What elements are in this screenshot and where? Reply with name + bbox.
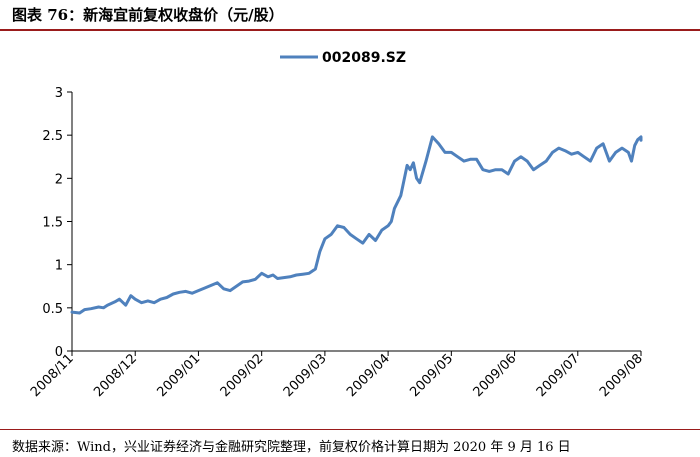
x-tick-label: 2009/07 (534, 351, 583, 400)
y-tick-label: 3 (55, 86, 63, 101)
x-tick-label: 2009/01 (154, 351, 203, 400)
y-tick-label: 0 (55, 345, 63, 360)
x-tick-label: 2008/12 (91, 351, 140, 400)
legend: 002089.SZ (280, 50, 406, 66)
y-tick-label: 1 (55, 259, 63, 274)
x-tick-label: 2008/11 (28, 351, 77, 400)
y-tick-label: 2 (55, 172, 63, 187)
x-tick-label: 2009/03 (281, 351, 330, 400)
source-note: 数据来源：Wind，兴业证券经济与金融研究院整理，前复权价格计算日期为 2020… (12, 440, 571, 455)
y-tick-label: 0.5 (42, 302, 63, 317)
series-line-002089-sz (70, 135, 643, 315)
x-tick-label: 2009/05 (407, 351, 456, 400)
title-divider (0, 29, 700, 31)
legend-label: 002089.SZ (322, 50, 406, 66)
footer-divider (0, 429, 700, 430)
y-axis: 0 0.5 1 1.5 2 2.5 3 (42, 86, 73, 360)
x-tick-label: 2009/04 (344, 351, 393, 400)
y-tick-label: 2.5 (42, 129, 63, 144)
x-axis: 2008/11 2008/12 2009/01 2009/02 2009/03 2009/… (28, 350, 646, 400)
y-tick-label: 1.5 (42, 216, 63, 231)
x-tick-label: 2009/02 (218, 351, 267, 400)
x-tick-label: 2009/06 (471, 351, 520, 400)
figure-title: 图表 76：新海宜前复权收盘价（元/股） (12, 6, 284, 24)
x-tick-label: 2009/08 (597, 351, 646, 400)
line-chart: 002089.SZ 00.511.522.53 2008/11 2008/12 20… (28, 50, 646, 400)
